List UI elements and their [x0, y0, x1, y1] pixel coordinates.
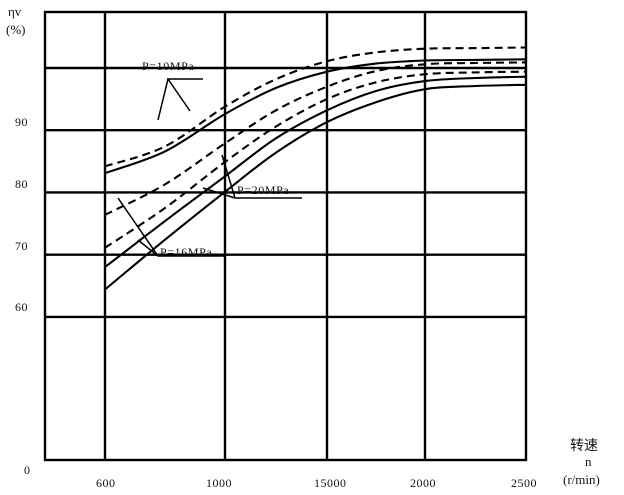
annotation-leaders: [117, 78, 302, 257]
annotation-leader: [202, 187, 236, 199]
origin-label: 0: [24, 463, 31, 477]
x-axis-title: 转速: [570, 438, 598, 454]
y-tick-label: 80: [15, 177, 28, 191]
series-line-1: [104, 46, 527, 168]
x-tick-label: 2500: [511, 476, 537, 490]
x-tick-label: 1000: [206, 476, 232, 490]
annotation-p10: P=10MPa: [142, 59, 194, 73]
plot-frame: [43, 10, 528, 462]
y-tick-label: 70: [15, 239, 28, 253]
y-tick-label: 90: [15, 115, 28, 129]
x-tick-labels: 600 1000 15000 2000 2500: [96, 476, 537, 490]
y-axis-symbol: ηv: [8, 4, 22, 19]
series-line-6: [104, 83, 527, 291]
series-line-2: [104, 58, 527, 175]
y-tick-label: 60: [15, 300, 28, 314]
x-tick-label: 2000: [410, 476, 436, 490]
annotation-p20: P=20MPa: [237, 183, 289, 197]
grid: [45, 12, 526, 460]
x-tick-label: 600: [96, 476, 116, 490]
series-line-5: [104, 75, 527, 268]
curves: [104, 46, 527, 291]
x-tick-label: 15000: [314, 476, 347, 490]
annotation-p16: P=16MPa: [160, 245, 212, 259]
annotation-leader: [166, 78, 203, 112]
x-axis-unit: (r/min): [563, 472, 600, 487]
annotation-leader: [157, 78, 169, 121]
y-axis-unit: (%): [6, 22, 26, 37]
x-axis-symbol: n: [585, 454, 592, 469]
series-line-3: [104, 61, 527, 216]
annotation-leader: [137, 239, 159, 257]
y-tick-labels: 90 80 70 60: [15, 115, 28, 314]
series-line-4: [104, 70, 527, 249]
